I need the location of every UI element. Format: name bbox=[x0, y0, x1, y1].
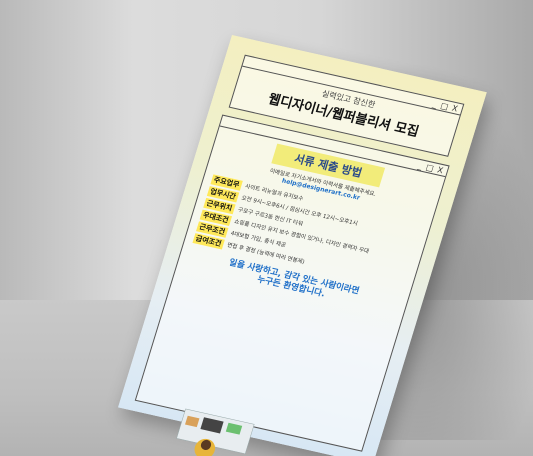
maximize-icon: □ bbox=[424, 162, 436, 173]
person-head-icon bbox=[200, 439, 212, 450]
workspace-illustration bbox=[176, 408, 255, 456]
close-icon: X bbox=[436, 164, 445, 175]
minimize-icon: _ bbox=[431, 98, 439, 109]
tablet-icon bbox=[225, 422, 243, 435]
recruitment-poster: _ □ X 실력있고 참신한 웹디자이너/웹퍼블리셔 모집 _ □ X 서류 제… bbox=[118, 35, 487, 456]
monitor-icon bbox=[200, 417, 224, 434]
maximize-icon: □ bbox=[439, 100, 450, 112]
content-window: _ □ X 서류 제출 방법 이메일로 자기소개서와 이력서를 제출해주세요. … bbox=[134, 114, 450, 456]
minimize-icon: _ bbox=[417, 160, 424, 171]
close-icon: X bbox=[450, 103, 460, 114]
notebook-icon bbox=[185, 415, 200, 428]
